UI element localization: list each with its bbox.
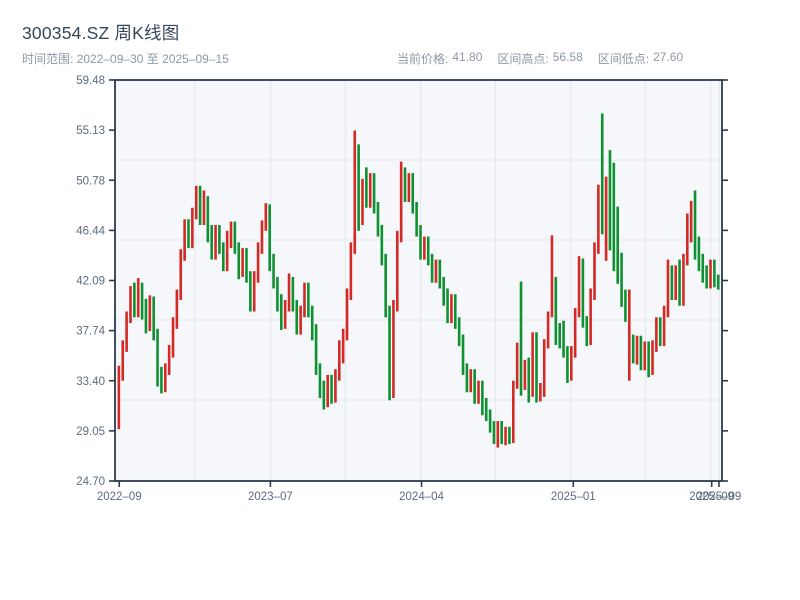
page-title: 300354.SZ 周K线图 xyxy=(22,23,180,43)
plot-area xyxy=(115,80,722,481)
stat-current-price-label: 当前价格: xyxy=(397,52,449,66)
stat-range-high: 区间高点: 56.58 xyxy=(497,50,582,66)
svg-text:59.48: 59.48 xyxy=(76,75,105,87)
time-range-start: 2022–09–30 xyxy=(76,52,144,66)
svg-text:2024–04: 2024–04 xyxy=(399,491,444,503)
stat-current-price-value: 41.80 xyxy=(452,50,483,64)
svg-text:46.44: 46.44 xyxy=(76,225,105,237)
stat-current-price: 当前价格: 41.80 xyxy=(397,50,482,66)
svg-text:42.09: 42.09 xyxy=(76,276,105,288)
stat-range-high-value: 56.58 xyxy=(552,50,583,64)
time-range-row: 时间范围: 2022–09–30 至 2025–09–15 xyxy=(22,50,778,66)
stat-range-high-label: 区间高点: xyxy=(497,52,549,66)
stat-range-low: 区间低点: 27.60 xyxy=(598,50,683,66)
svg-text:2025–09: 2025–09 xyxy=(697,491,742,503)
candles xyxy=(117,113,720,448)
svg-text:2023–07: 2023–07 xyxy=(248,491,293,503)
time-range-end: 2025–09–15 xyxy=(162,52,229,66)
svg-text:2022–09: 2022–09 xyxy=(97,491,142,503)
stat-range-low-value: 27.60 xyxy=(653,50,684,64)
svg-text:33.40: 33.40 xyxy=(76,376,105,388)
svg-text:29.05: 29.05 xyxy=(76,426,105,438)
svg-text:2025–01: 2025–01 xyxy=(551,491,596,503)
svg-text:24.70: 24.70 xyxy=(76,476,105,488)
svg-text:50.78: 50.78 xyxy=(76,175,105,187)
time-range-label: 时间范围: xyxy=(22,52,74,66)
svg-text:37.74: 37.74 xyxy=(76,326,105,338)
stat-range-low-label: 区间低点: xyxy=(597,52,650,66)
svg-text:2025–09: 2025–09 xyxy=(689,491,734,503)
stats-row: 当前价格: 41.80 区间高点: 56.58 区间低点: 27.60 xyxy=(397,50,683,66)
svg-text:55.13: 55.13 xyxy=(76,125,105,137)
time-range-to: 至 xyxy=(146,52,159,66)
